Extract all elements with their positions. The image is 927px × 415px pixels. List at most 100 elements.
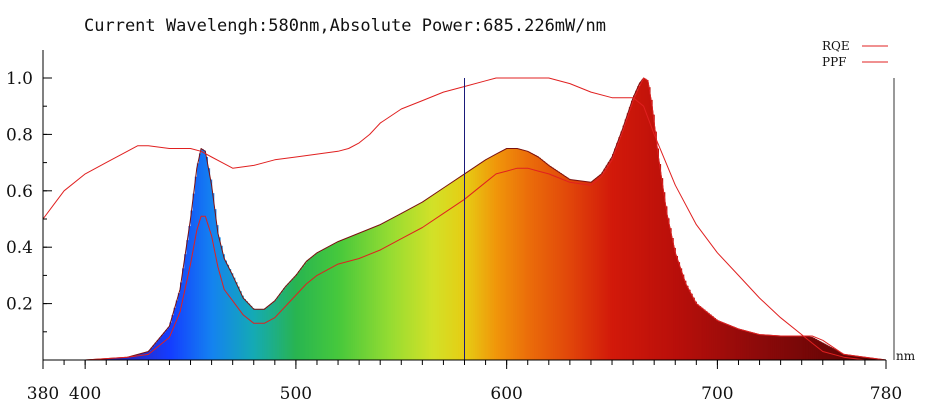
- legend-label-ppf: PPF: [822, 55, 846, 69]
- spectrum-strip: [110, 358, 114, 360]
- spectrum-strip: [289, 281, 293, 360]
- spectrum-strip: [694, 301, 697, 360]
- spectrum-strip: [236, 286, 240, 360]
- spectrum-strip: [426, 198, 430, 360]
- spectrum-strip: [228, 269, 232, 360]
- spectrum-strip: [413, 206, 417, 360]
- spectrum-strip: [314, 253, 318, 360]
- spectrum-strip: [118, 357, 122, 360]
- spectrum-strip: [597, 176, 600, 360]
- spectrum-strip: [114, 357, 118, 360]
- spectrum-strip: [198, 153, 202, 360]
- spectrum-strip: [529, 153, 533, 360]
- spectrum-strip: [677, 262, 681, 360]
- spectrum-strip: [142, 352, 145, 360]
- spectrum-strip: [635, 90, 638, 360]
- spectrum-strip: [565, 177, 569, 360]
- spectrum-strip: [736, 328, 740, 360]
- spectrum-strip: [125, 357, 128, 360]
- spectrum-strip: [179, 282, 183, 360]
- spectrum-strip: [510, 148, 514, 360]
- spectrum-strip: [253, 309, 257, 360]
- spectrum-strip: [767, 335, 771, 360]
- spectrum-strip: [782, 336, 786, 360]
- spectrum-strip: [607, 162, 611, 360]
- spectrum-strip: [175, 300, 179, 360]
- chart-axes: 380 400 500 600 700 780 0.2 0.4 0.6 0.8 1.0: [6, 50, 902, 404]
- spectrum-strip: [628, 107, 632, 360]
- x-tick-label: 700: [701, 384, 733, 404]
- spectrum-strip: [504, 149, 508, 360]
- spectrum-strip: [586, 181, 590, 360]
- spectrum-strip: [196, 163, 200, 360]
- spectrum-strip: [331, 244, 335, 360]
- spectrum-strip: [795, 336, 799, 360]
- spectrum-strip: [590, 181, 594, 360]
- spectrum-strip: [127, 356, 131, 360]
- spectrum-strip: [555, 170, 558, 360]
- spectrum-strip: [302, 265, 305, 360]
- spectrum-strip: [466, 171, 470, 360]
- spectrum-strip: [496, 153, 499, 360]
- spectrum-strip: [818, 341, 822, 360]
- spectrum-strip: [715, 319, 718, 360]
- spectrum-strip: [776, 335, 780, 360]
- spectrum-strip: [801, 336, 805, 360]
- spectrum-strip: [761, 334, 765, 360]
- spectrum-strip: [447, 184, 451, 360]
- spectrum-strip: [654, 131, 657, 360]
- spectrum-strip: [329, 245, 333, 360]
- spectrum-strip: [201, 149, 204, 360]
- spectrum-strip: [222, 254, 225, 360]
- spectrum-strip: [786, 336, 790, 360]
- spectrum-strip: [679, 268, 683, 360]
- spectrum-strip: [304, 262, 308, 360]
- spectrum-strip: [727, 325, 731, 360]
- spectrum-strip: [165, 329, 168, 360]
- spectrum-strip: [500, 151, 504, 360]
- spectrum-strip: [873, 358, 877, 360]
- spectrum-strip: [102, 358, 105, 360]
- spectrum-strip: [542, 161, 546, 360]
- spectrum-strip: [437, 191, 440, 360]
- spectrum-strip: [133, 355, 137, 360]
- spectrum-strip: [730, 326, 733, 360]
- spectrum-strip: [384, 221, 388, 360]
- chart-legend: RQE PPF: [822, 39, 888, 69]
- spectrum-strip: [367, 229, 371, 360]
- spectrum-strip: [468, 170, 472, 360]
- spectrum-strip: [854, 355, 858, 360]
- chart-title: Current Wavelengh:580nm,Absolute Power:6…: [84, 16, 606, 36]
- spectrum-strip: [375, 225, 379, 360]
- spectrum-strip: [163, 332, 166, 360]
- spectrum-strip: [580, 181, 584, 360]
- spectrum-strip: [205, 156, 208, 360]
- spectrum-strip: [700, 307, 704, 360]
- spectrum-strip: [660, 178, 664, 360]
- spectrum-strip: [704, 311, 708, 360]
- spectrum-strip: [371, 227, 375, 360]
- spectrum-strip: [630, 100, 634, 360]
- spectrum-strip: [378, 225, 381, 360]
- spectrum-strip: [588, 182, 592, 360]
- spectrum-strip: [348, 236, 352, 360]
- spectrum-strip: [407, 209, 411, 360]
- spectrum-strip: [369, 228, 373, 360]
- spectrum-strip: [719, 321, 723, 360]
- spectrum-strip: [814, 339, 818, 360]
- spectrum-strip: [595, 178, 598, 360]
- spectrum-strip: [633, 95, 636, 360]
- spectrum-strip: [335, 242, 339, 360]
- spectrum-strip: [525, 151, 529, 360]
- spectrum-strip: [746, 331, 750, 360]
- spectrum-strip: [451, 181, 455, 360]
- spectrum-strip: [247, 303, 251, 360]
- spectrum-strip: [494, 154, 497, 360]
- x-tick-label: 780: [870, 384, 902, 404]
- spectrum-strip: [517, 148, 520, 360]
- spectrum-strip: [104, 358, 107, 360]
- spectrum-strip: [685, 285, 689, 360]
- spectrum-strip: [108, 358, 112, 360]
- spectrum-strip: [361, 231, 364, 360]
- y-tick-label: 1.0: [6, 69, 33, 89]
